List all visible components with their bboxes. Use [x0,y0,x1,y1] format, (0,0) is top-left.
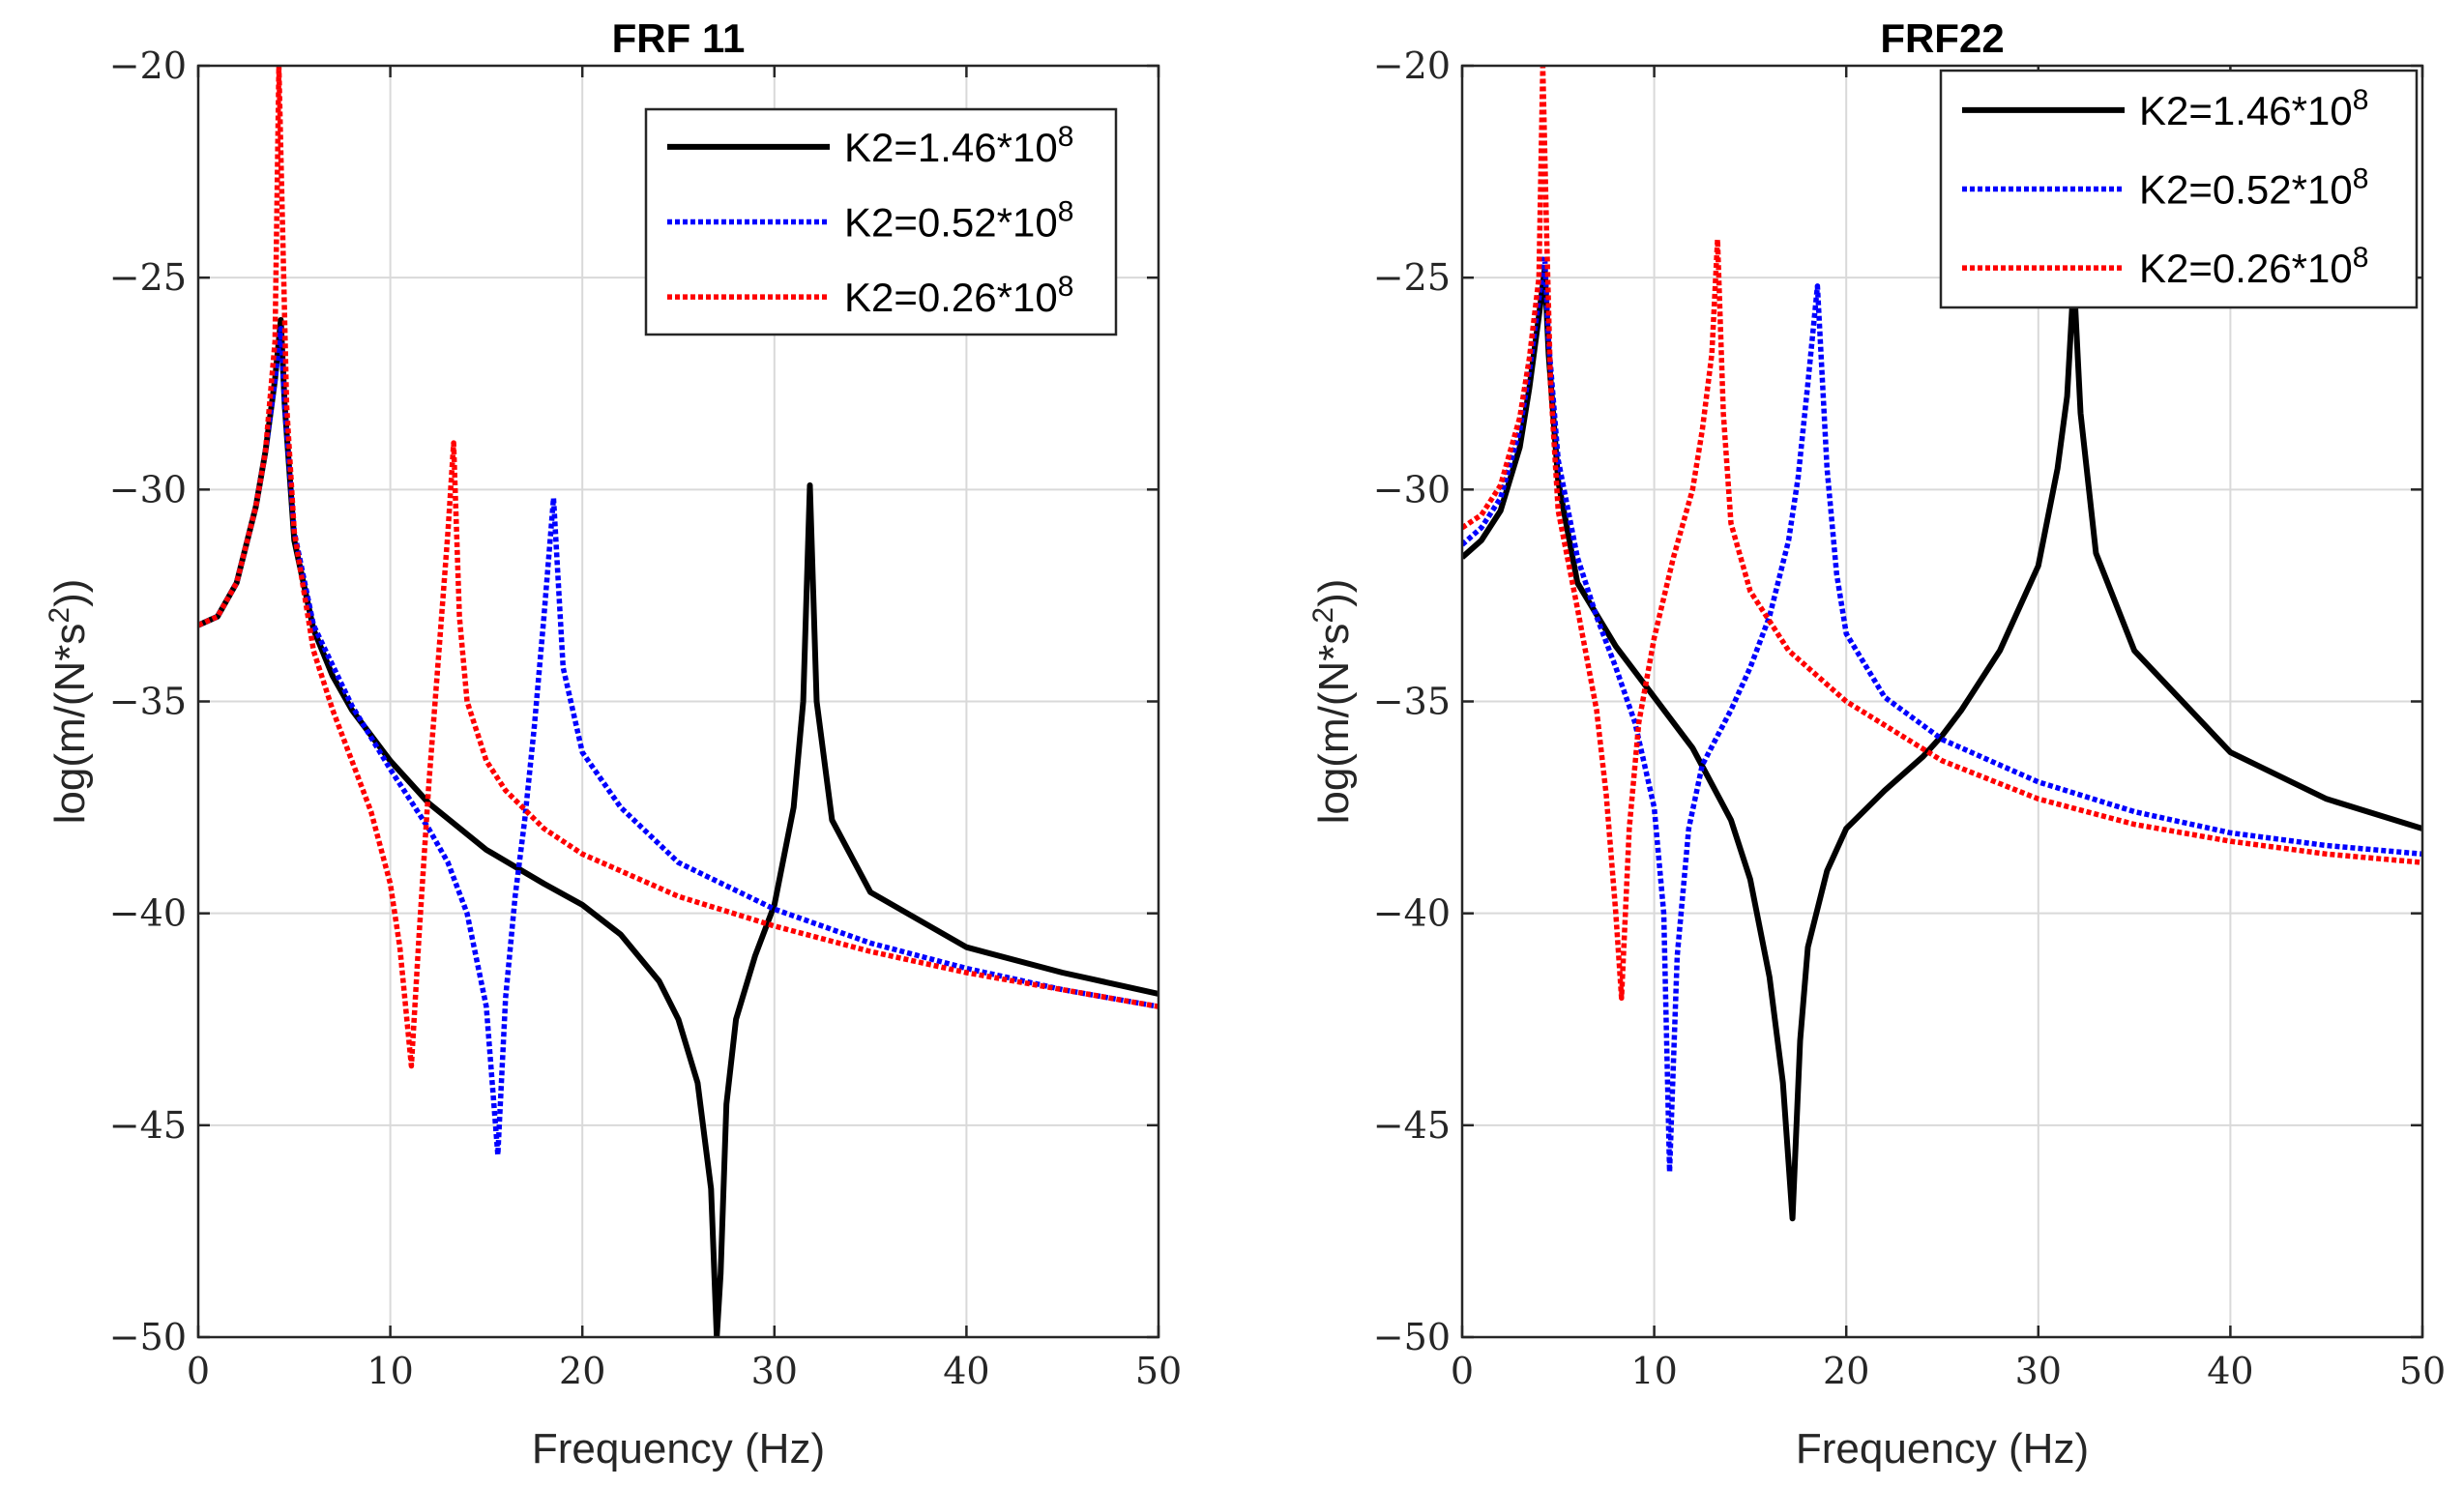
x-tick-label: 30 [751,1350,798,1392]
legend-label-2: K2=0.52*108 [2139,163,2368,213]
y-tick-label: −40 [1373,892,1451,935]
x-tick-label: 10 [367,1350,413,1392]
y-tick-label: −35 [1373,681,1451,723]
series-line-2 [1462,253,2422,1175]
x-tick-label: 20 [1823,1350,1869,1392]
x-tick-label: 50 [1135,1350,1182,1392]
series-line-3 [198,66,1159,1069]
y-tick-label: −20 [1373,44,1451,87]
x-tick-label: 0 [1451,1350,1474,1392]
y-tick-label: −25 [1373,256,1451,299]
y-tick-label: −20 [109,44,187,87]
chart-panel-2: 0 10 20 30 40 50 −50 −45 −40 −35 −30 −25 −20 FRF22 Fre… [1307,15,2446,1472]
x-tick-label: 10 [1630,1350,1677,1392]
x-tick-label: 0 [187,1350,210,1392]
x-tick-label: 40 [943,1350,989,1392]
y-tick-label: −45 [1373,1104,1451,1147]
legend: K2=1.46*108 K2=0.52*108 K2=0.26*108 [1939,69,2419,309]
y-tick-label: −35 [109,681,187,723]
legend-label-3: K2=0.26*108 [2139,242,2368,291]
x-tick-label: 50 [2399,1350,2446,1392]
y-tick-label: −45 [109,1104,187,1147]
legend-label-3: K2=0.26*108 [844,271,1073,320]
legend-label-1: K2=1.46*108 [844,121,1073,170]
y-tick-label: −40 [109,892,187,935]
x-tick-label: 20 [559,1350,605,1392]
series-line-3 [1462,66,2422,1002]
y-tick-label: −30 [1373,468,1451,510]
y-axis-label: log(m/(N*s2)) [44,579,94,825]
legend-label-1: K2=1.46*108 [2139,84,2368,133]
x-tick-label: 40 [2207,1350,2253,1392]
x-axis-label: Frequency (Hz) [532,1425,825,1472]
y-tick-label: −25 [109,256,187,299]
y-tick-label: −50 [109,1316,187,1358]
y-tick-label: −50 [1373,1316,1451,1358]
x-tick-label: 30 [2015,1350,2062,1392]
chart-panel-1: 0 10 20 30 40 50 −50 −45 −40 −35 −30 −25 −20 FRF 11 Fr… [44,15,1182,1472]
legend: K2=1.46*108 K2=0.52*108 K2=0.26*108 [644,107,1118,336]
series-group [198,66,1159,1337]
series-line-2 [198,326,1159,1158]
legend-label-2: K2=0.52*108 [844,196,1073,246]
axes-box [1460,64,2424,1339]
chart-title: FRF22 [1880,15,2004,61]
series-line-1 [198,317,1159,1337]
chart-title: FRF 11 [612,15,746,61]
axes-box [196,64,1160,1339]
x-axis-label: Frequency (Hz) [1796,1425,2089,1472]
y-tick-label: −30 [109,468,187,510]
y-axis-label: log(m/(N*s2)) [1307,579,1358,825]
